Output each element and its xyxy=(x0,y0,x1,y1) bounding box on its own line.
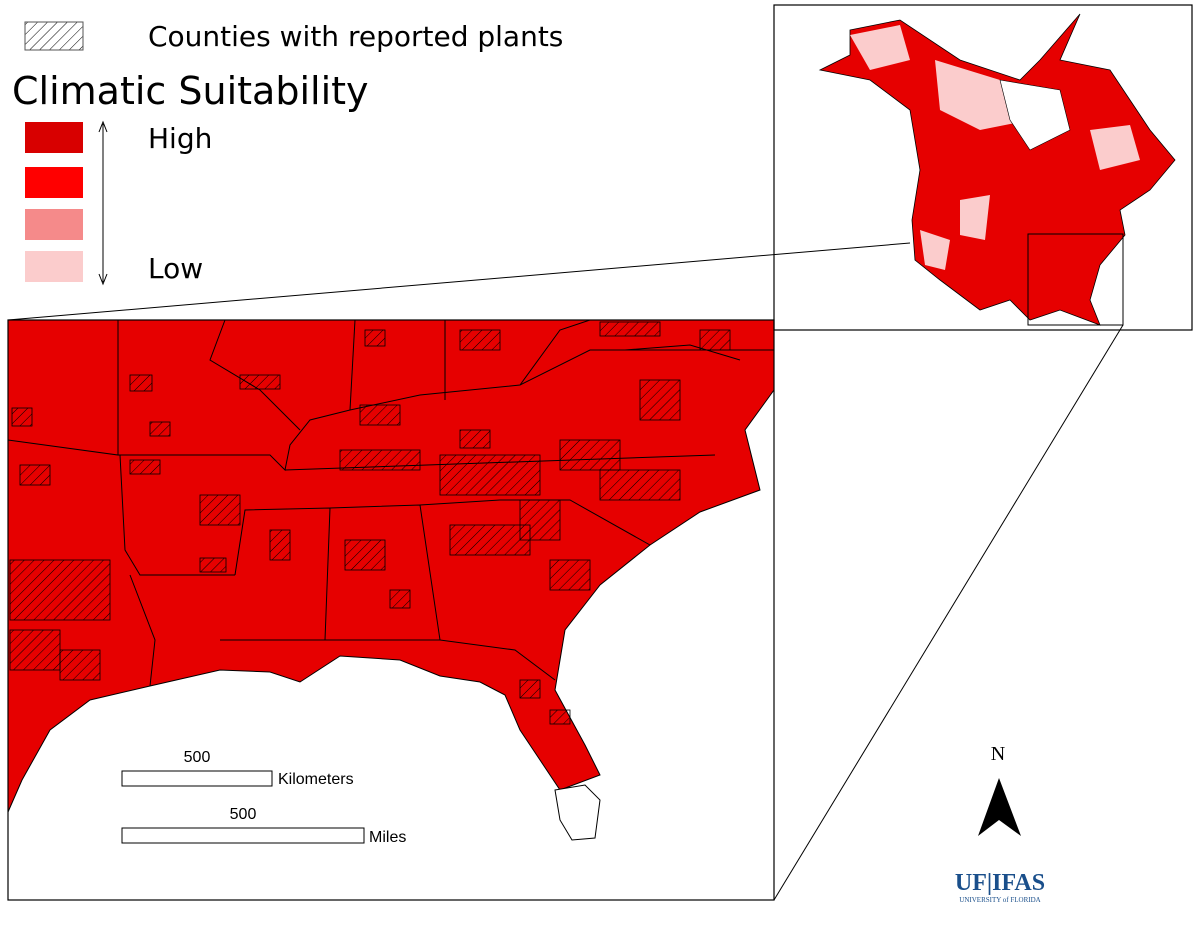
swatch xyxy=(25,167,83,198)
scale-unit: Kilometers xyxy=(278,771,354,788)
logo-subtitle: UNIVERSITY of FLORIDA xyxy=(959,896,1040,904)
inset-low-area xyxy=(850,25,1140,270)
map-frame xyxy=(7,319,775,901)
swatch xyxy=(25,122,83,153)
scale-unit: Miles xyxy=(369,829,406,846)
north-arrow-shape xyxy=(978,778,1021,836)
north-label: N xyxy=(991,743,1005,765)
logo-name: UF|IFAS xyxy=(955,870,1045,896)
inset-suitability xyxy=(818,13,1176,326)
connector xyxy=(7,242,911,321)
inset-frame xyxy=(773,4,1193,331)
swatch xyxy=(25,209,83,240)
florida-tip xyxy=(554,784,601,841)
hatch-swatch xyxy=(24,21,84,51)
scale-bar xyxy=(121,827,365,844)
main-map: 500 Kilometers 500 Miles xyxy=(7,319,775,901)
inset-bay xyxy=(999,79,1071,151)
scale-distance: 500 xyxy=(184,749,211,766)
legend: Counties with reported plants Climatic S… xyxy=(12,20,563,286)
low-label: Low xyxy=(148,252,203,285)
county-hatches xyxy=(9,321,731,725)
hatch-label: Counties with reported plants xyxy=(148,20,563,53)
scale-distance: 500 xyxy=(230,806,257,823)
legend-title: Climatic Suitability xyxy=(12,69,369,113)
scale-bars: 500 Kilometers 500 Miles xyxy=(121,749,406,846)
swatch xyxy=(25,251,83,282)
inset-map xyxy=(773,4,1193,331)
high-label: High xyxy=(148,122,212,155)
scale-bar xyxy=(121,770,273,787)
logo: UF|IFAS UNIVERSITY of FLORIDA xyxy=(955,870,1045,904)
north-arrow: N xyxy=(978,743,1021,836)
connector xyxy=(773,324,1124,901)
inset-extent-box xyxy=(1027,233,1124,326)
arrow-heads xyxy=(98,120,108,286)
